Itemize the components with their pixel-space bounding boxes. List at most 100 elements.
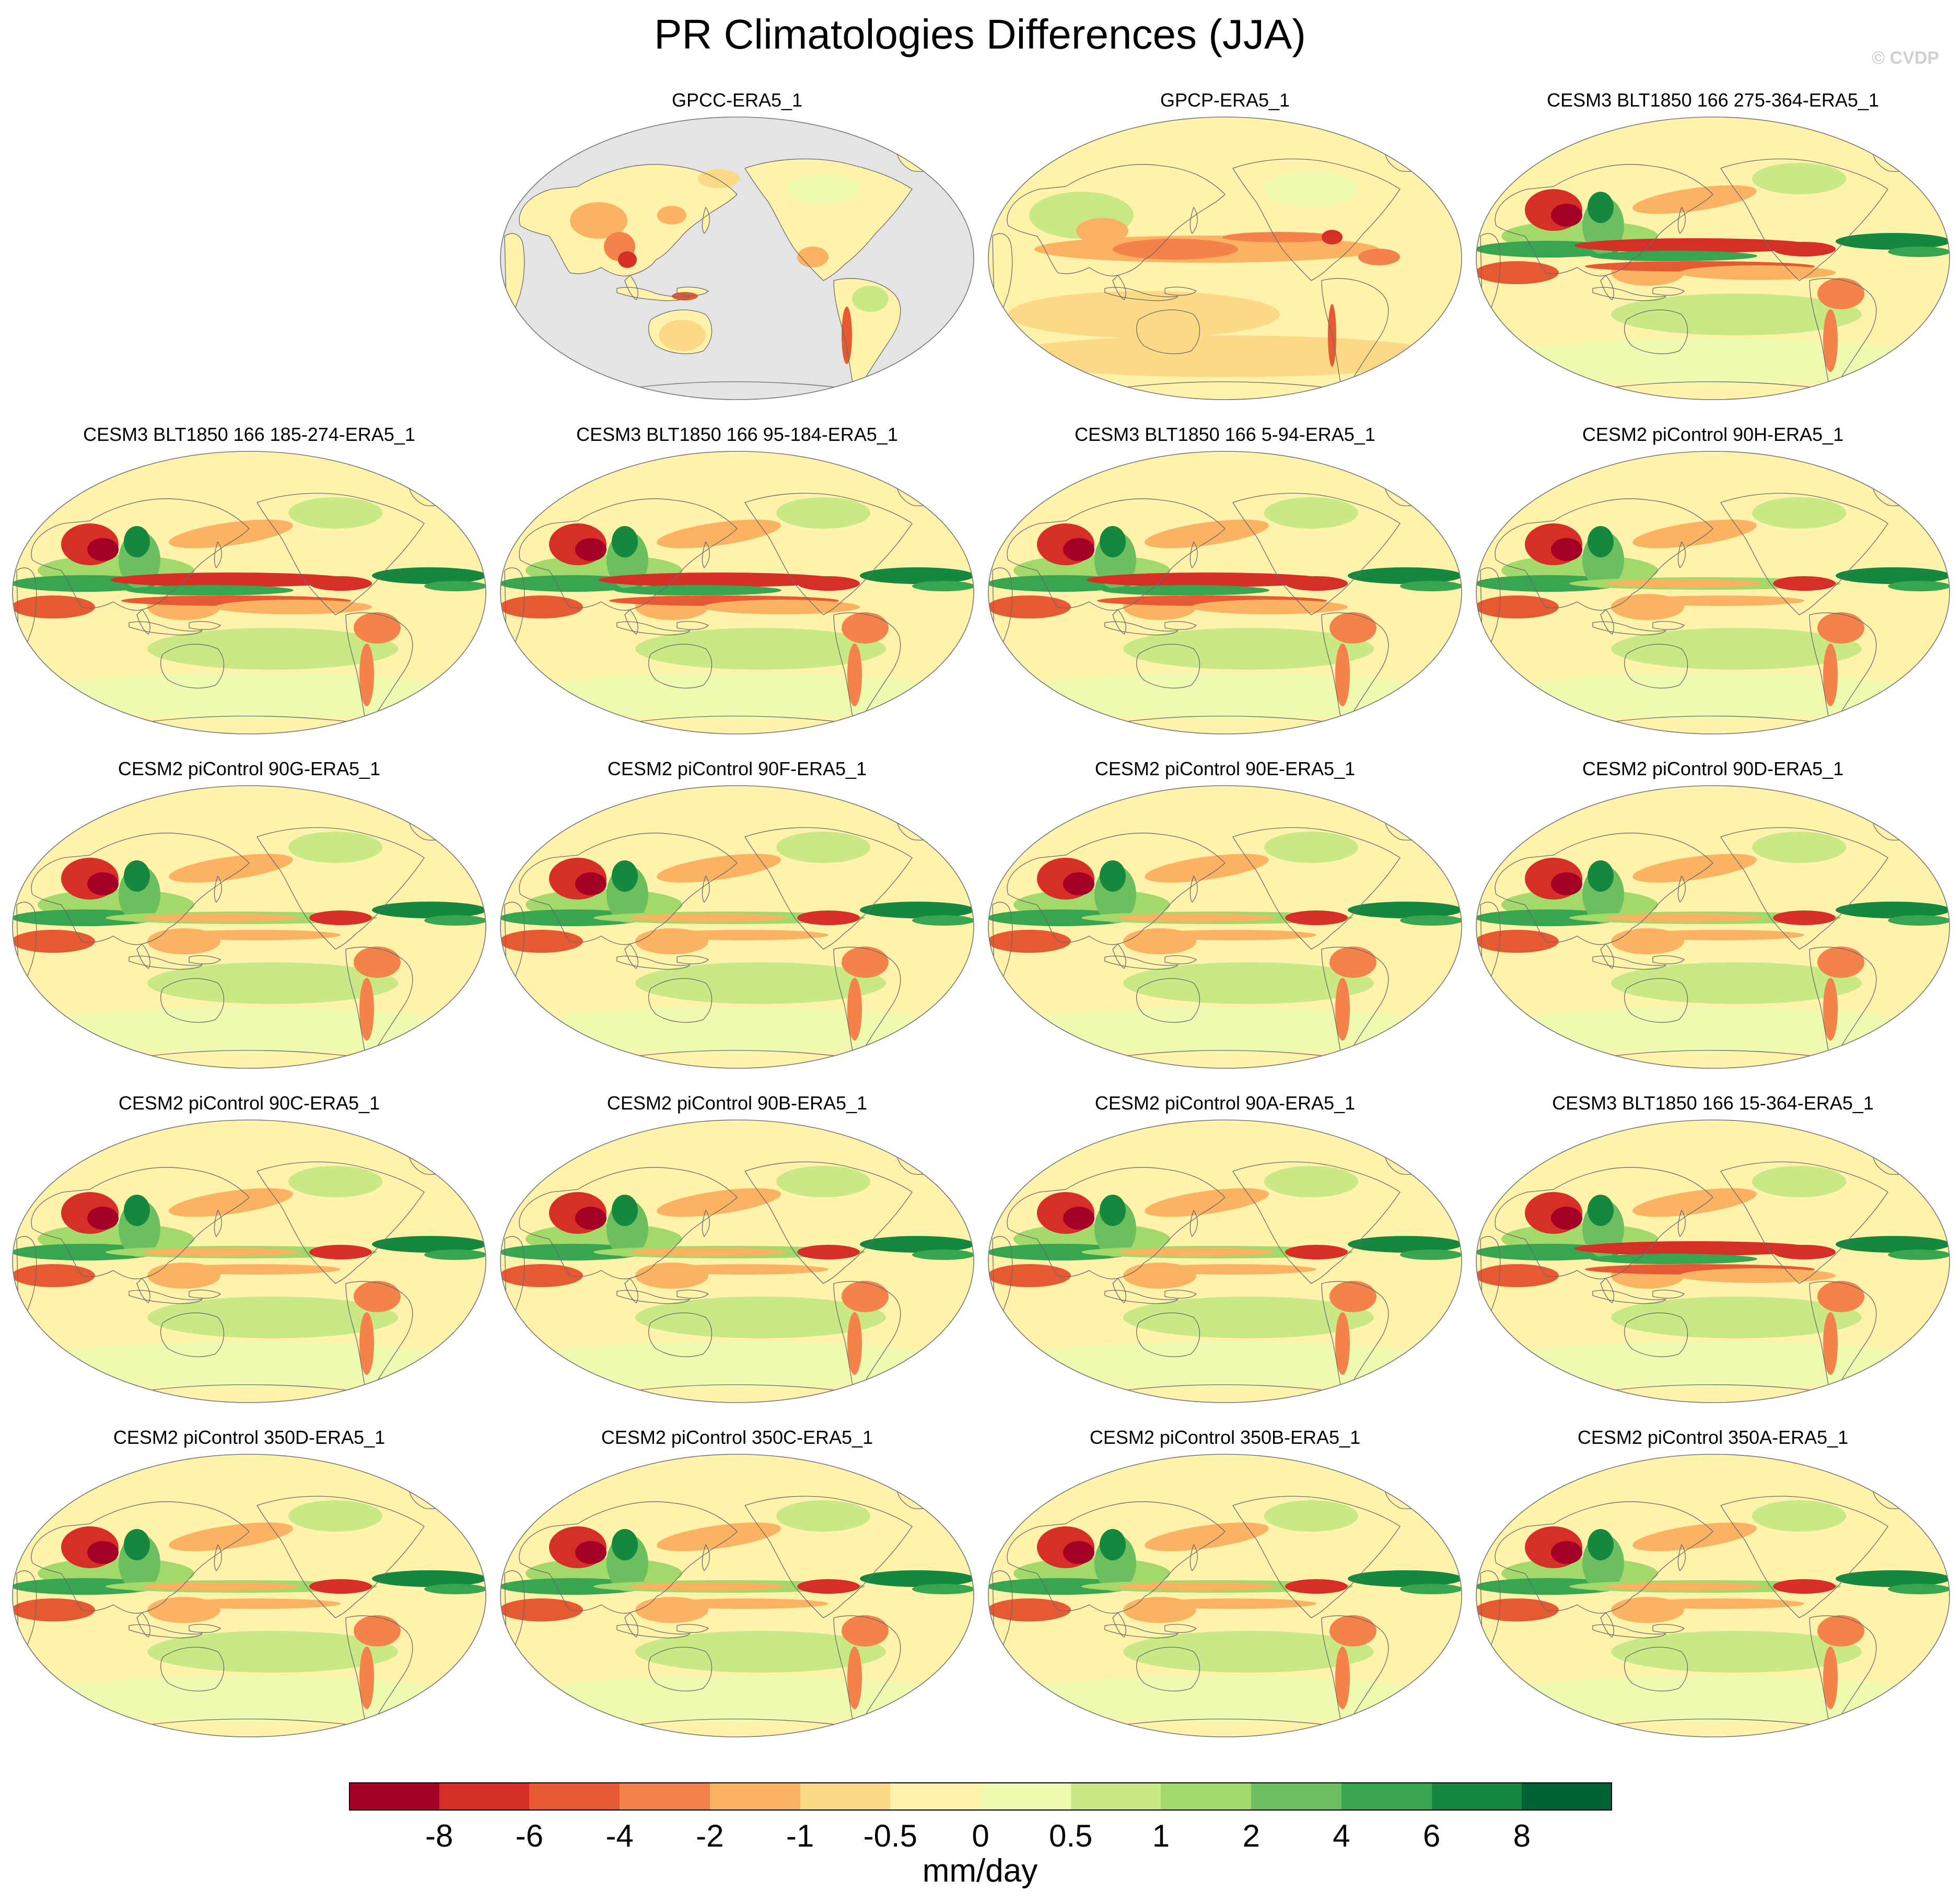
- band-andes-dry: [1823, 978, 1838, 1041]
- band-amazon-dry: [1817, 947, 1864, 978]
- band-indian-ocean-core: [13, 1244, 158, 1260]
- panel-title: CESM2 piControl 90C-ERA5_1: [118, 1092, 380, 1114]
- coastline-japan: [702, 541, 710, 568]
- coastline-indonesia: [1104, 955, 1179, 970]
- coastline-antarctica: [1123, 1384, 1327, 1391]
- band-atlantic-itcz-wet: [860, 1236, 974, 1253]
- map-outline: [12, 785, 486, 1069]
- band-pacific-itcz-dry: [630, 1248, 787, 1256]
- band-north-pacific-dry: [1632, 185, 1757, 214]
- band-south-pacific-wet: [1123, 962, 1374, 1004]
- coastline-asia: [31, 498, 250, 611]
- band-india-core: [87, 538, 119, 561]
- panel-title: CESM2 piControl 350B-ERA5_1: [1089, 1427, 1361, 1448]
- map-outline: [12, 1454, 486, 1737]
- band-southern-ocean: [1000, 1007, 1450, 1054]
- coastline-indochina: [1600, 1278, 1614, 1303]
- band-south-indian-dry: [13, 1264, 95, 1287]
- band-east-pacific-dry: [1773, 1245, 1836, 1259]
- band-amazon-dry: [1329, 1281, 1376, 1312]
- coastline-japan: [1189, 1210, 1198, 1237]
- coastline-japan: [214, 541, 222, 568]
- band-south-pacific-wet: [147, 962, 398, 1004]
- band-bengal-core: [1588, 1529, 1614, 1560]
- band-east-pacific-dry: [1285, 910, 1348, 925]
- coastline-japan: [214, 875, 222, 903]
- band-atlantic-itcz-wet: [372, 1236, 486, 1253]
- coastline-indochina: [136, 609, 150, 635]
- band-bengal-core: [1100, 526, 1126, 557]
- band-south-indian-dry: [500, 930, 583, 953]
- band-india-core: [87, 1207, 119, 1230]
- band-atlantic-itcz-wet: [1348, 567, 1462, 584]
- robinson-map: [500, 1119, 974, 1403]
- band-na-wet: [776, 1166, 870, 1197]
- band-india-core: [1063, 538, 1094, 561]
- coastline-indonesia: [1104, 1290, 1179, 1304]
- map-outline: [988, 785, 1462, 1069]
- band-atlantic-itcz-wet: [372, 1570, 486, 1587]
- map-outline: [988, 1454, 1462, 1737]
- band-north-pacific-dry: [169, 1188, 293, 1217]
- band-amazon-dry: [1329, 612, 1376, 644]
- band-na-wet: [776, 497, 870, 529]
- coastline-antarctica: [1123, 1719, 1327, 1725]
- coastline-indonesia: [1592, 1624, 1666, 1639]
- coastline-asia: [1495, 833, 1713, 945]
- band-bengal-core: [1588, 860, 1614, 892]
- colorbar-tick-label: 0.5: [1048, 1818, 1093, 1853]
- band-andes-dry: [1335, 1647, 1350, 1709]
- coastline-indochina: [1112, 943, 1126, 969]
- map-outline: [1476, 785, 1950, 1069]
- panel-title: CESM3 BLT1850 166 15-364-ERA5_1: [1552, 1092, 1874, 1114]
- band-indian-ocean-core: [1476, 575, 1621, 592]
- band-india-core: [1551, 1541, 1582, 1564]
- panel-title: CESM2 piControl 90B-ERA5_1: [606, 1092, 868, 1114]
- coastline-indonesia: [616, 1290, 691, 1304]
- band-south-indian-dry: [1476, 1264, 1559, 1287]
- coastline-japan: [702, 1544, 710, 1571]
- coastline-indochina: [1600, 943, 1614, 969]
- band-southern-ocean: [512, 1007, 962, 1054]
- robinson-map: [988, 116, 1462, 400]
- band-india-core: [575, 872, 606, 895]
- coastline-namerica: [256, 827, 425, 950]
- band-southern-ocean: [1000, 1341, 1450, 1388]
- land-fill-namerica: [745, 159, 912, 281]
- coastline-newguinea: [676, 286, 709, 296]
- coastline-asia: [519, 1167, 738, 1279]
- band-bengal-core: [124, 1195, 150, 1226]
- band-north-pacific-dry: [1632, 854, 1757, 883]
- band-na-wet: [1264, 497, 1358, 529]
- spot-panama: [1322, 230, 1343, 244]
- band-pacific-itcz-dry: [142, 914, 299, 922]
- coastline-asia: [1007, 498, 1226, 611]
- coastline-namerica: [744, 493, 913, 615]
- band-double-itcz-north: [1574, 1241, 1815, 1256]
- band-india-core: [1063, 1207, 1094, 1230]
- band-atlantic-core: [1888, 1250, 1950, 1260]
- coastline-newguinea: [676, 1289, 709, 1299]
- map-panel: GPCC-ERA5_1: [494, 89, 980, 402]
- coastline-australia: [648, 644, 713, 688]
- band-south-indian-dry: [988, 1264, 1071, 1287]
- coastline-namerica: [1720, 827, 1888, 950]
- robinson-map: [1476, 1454, 1950, 1737]
- band-atlantic-core: [1888, 247, 1950, 257]
- band-india-core: [575, 1207, 606, 1230]
- band-north-pacific-dry: [657, 1522, 781, 1551]
- band-south-indian-dry: [1476, 930, 1559, 953]
- band-andes-dry: [1335, 644, 1350, 706]
- band-north-pacific-dry: [657, 854, 781, 883]
- coastline-australia: [160, 1312, 225, 1357]
- coastline-namerica: [1720, 158, 1888, 281]
- band-north-pacific-dry: [1632, 1522, 1757, 1551]
- map-panel: CESM2 piControl 90G-ERA5_1: [6, 757, 492, 1071]
- coastline-asia: [1495, 1501, 1713, 1614]
- coastline-antarctica: [147, 1050, 352, 1057]
- coastline-australia: [1624, 1312, 1688, 1357]
- band-atlantic-core: [912, 581, 974, 591]
- band-double-itcz-wet: [1590, 251, 1757, 261]
- band-na-wet: [1752, 163, 1846, 194]
- band-southern-ocean: [1488, 672, 1938, 719]
